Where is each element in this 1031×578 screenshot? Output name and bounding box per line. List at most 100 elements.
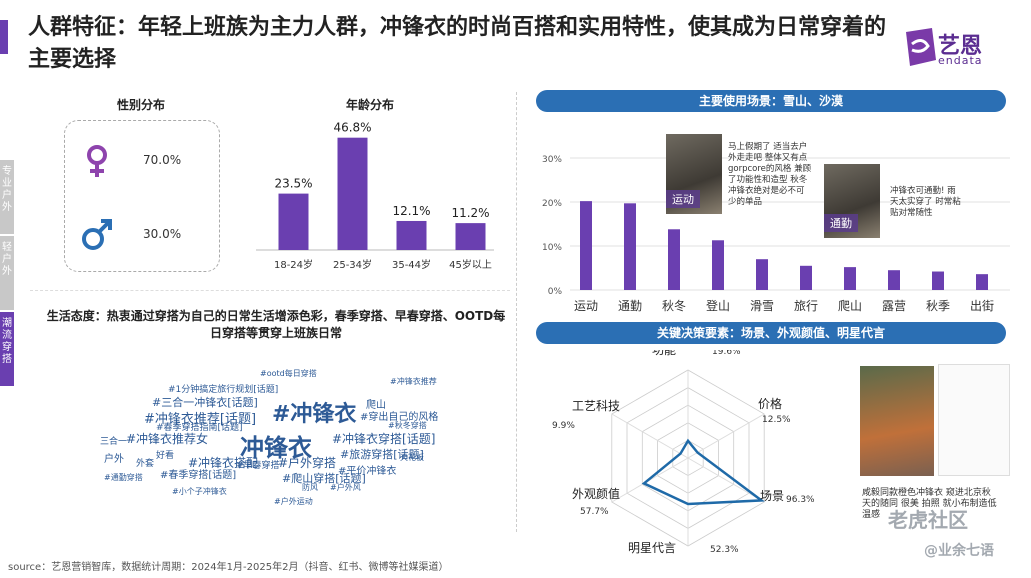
word-cloud-term: #户外穿搭	[278, 456, 337, 470]
scene-bar	[800, 265, 812, 290]
word-cloud-term: #户外运动	[274, 497, 313, 506]
word-cloud-term: #春季穿搭[话题]	[160, 470, 237, 481]
vertical-divider	[516, 92, 517, 532]
gender-female-row: 70.0%	[75, 143, 215, 183]
word-cloud-term: #旅游穿搭[话题]	[340, 448, 424, 461]
age-category-label: 45岁以上	[449, 258, 492, 271]
radar-value-label: 12.5%	[762, 415, 791, 425]
male-icon	[82, 219, 112, 250]
scene-bar	[624, 203, 636, 290]
scene-bar	[888, 270, 900, 290]
scene-y-tick: 30%	[542, 155, 562, 165]
age-category-label: 35-44岁	[392, 258, 431, 271]
word-cloud-term: 三合一	[100, 437, 128, 447]
endata-logo	[906, 28, 936, 66]
photo-sport-note: 马上假期了 适当去户外走走吧 整体又有点gorpcore的风格 兼顾了功能性和造…	[728, 142, 812, 207]
gender-title: 性别分布	[116, 98, 165, 112]
word-cloud-term: #户外风	[330, 483, 361, 492]
photo-commute-note: 冲锋衣可通勤! 雨天太实穿了 时常粘贴对常随性	[890, 186, 961, 218]
logo-subtext: endata	[938, 54, 983, 67]
decision-title-pill: 关键决策要素：场景、外观颜值、明星代言	[536, 322, 1006, 344]
watermark-community: 老虎社区	[888, 508, 968, 532]
radar-spoke	[687, 413, 765, 459]
photo-sport: 运动	[666, 134, 722, 214]
scene-category-label: 旅行	[794, 299, 818, 313]
word-cloud-term: #小个子冲锋衣	[172, 487, 227, 496]
photo-sport-tag: 运动	[666, 190, 700, 208]
word-cloud-term: 防风	[302, 483, 318, 492]
radar-axis-label: 明星代言	[628, 541, 676, 555]
side-tab-light-outdoor[interactable]: 轻户外	[0, 236, 14, 310]
scene-bar	[668, 229, 680, 290]
radar-spoke	[611, 413, 689, 459]
scene-category-label: 通勤	[618, 299, 642, 313]
side-tab-pro-outdoor[interactable]: 专业户外	[0, 160, 14, 234]
word-cloud-term: #早春穿搭	[236, 461, 280, 471]
title-accent-bar	[0, 20, 8, 54]
word-cloud-term: #1分钟搞定旅行规划[话题]	[168, 385, 279, 395]
word-cloud-term: #冲锋衣推荐女	[126, 432, 209, 446]
gender-male-row: 30.0%	[75, 217, 215, 257]
male-percentage: 30.0%	[143, 227, 182, 241]
word-cloud-term: #ootd每日穿搭	[260, 369, 317, 378]
scene-category-label: 露营	[882, 299, 906, 313]
age-category-label: 18-24岁	[274, 258, 313, 271]
age-bar-label: 23.5%	[274, 177, 312, 191]
age-chart-title: 年龄分布	[345, 98, 394, 112]
photo-commute-tag: 通勤	[824, 214, 858, 232]
radar-value-label: 52.3%	[710, 545, 739, 555]
decision-social-post	[938, 364, 1010, 476]
scene-category-label: 出街	[970, 299, 994, 313]
page-title: 人群特征：年轻上班族为主力人群，冲锋衣的时尚百搭和实用特性，使其成为日常穿着的主…	[28, 15, 887, 72]
word-cloud-term: #冲锋衣	[272, 402, 357, 427]
age-bar	[396, 220, 427, 250]
age-bar	[337, 137, 368, 250]
watermark-author: @业余七语	[924, 543, 994, 559]
word-cloud-term: 好看	[156, 451, 175, 461]
side-tabs: 专业户外 轻户外 潮流穿搭	[0, 160, 14, 388]
side-tab-trend[interactable]: 潮流穿搭	[0, 312, 14, 386]
scene-bar	[580, 201, 592, 290]
word-cloud-term: #通勤穿搭	[104, 473, 143, 482]
radar-axis-label: 价格	[758, 396, 782, 411]
attitude-text: 生活态度：热衷通过穿搭为自己的日常生活增添色彩，春季穿搭、早春穿搭、OOTD每日…	[46, 309, 506, 340]
photo-commute: 通勤	[824, 164, 880, 238]
word-cloud-term: #冲锋衣推荐[话题]	[144, 412, 257, 427]
decision-photo	[860, 366, 934, 476]
scene-category-label: 爬山	[838, 299, 862, 313]
word-cloud-term: #冲锋衣推荐	[390, 377, 437, 386]
radar-value-label: 19.6%	[712, 350, 741, 357]
scene-category-label: 秋季	[926, 299, 950, 313]
scene-bar	[844, 267, 856, 290]
radar-value-label: 96.3%	[786, 495, 815, 505]
word-cloud-term: 天花板	[400, 453, 424, 462]
word-cloud: #冲锋衣 冲锋衣 #冲锋衣推荐[话题] #三合一冲锋衣[话题] #冲锋衣推荐女 #冲锋衣穿…	[60, 356, 520, 526]
scene-category-label: 滑雪	[750, 299, 774, 313]
source-footer: source：艺恩营销智库，数据统计周期：2024年1月-2025年2月（抖音、…	[8, 562, 449, 573]
age-bar-label: 46.8%	[333, 121, 371, 135]
radar-series	[641, 438, 765, 506]
age-bar	[278, 193, 309, 250]
radar-value-label: 57.7%	[580, 507, 609, 517]
scene-bar	[712, 240, 724, 290]
word-cloud-term: #爬山穿搭[话题]	[282, 472, 366, 485]
scene-bar	[756, 259, 768, 290]
decision-photo-note: 咸毅同款橙色冲锋衣 窥进北京秋天的随同 很美 拍照 就小布制造低温感	[862, 488, 997, 520]
word-cloud-term: 冲锋衣	[240, 434, 312, 462]
age-bar-label: 11.2%	[451, 206, 489, 220]
scene-bar	[932, 271, 944, 290]
scenes-title-pill: 主要使用场景：雪山、沙漠	[536, 90, 1006, 112]
logo-text: 艺恩	[938, 34, 983, 59]
age-bar-label: 12.1%	[392, 204, 430, 218]
decision-photo-group	[860, 364, 1010, 476]
word-cloud-term: #冲锋衣穿搭[话题]	[332, 432, 436, 446]
female-icon	[87, 145, 107, 177]
radar-axis-label: 外观颜值	[572, 486, 620, 501]
scene-category-label: 运动	[574, 299, 598, 313]
scene-bar	[976, 274, 988, 290]
radar-axis-label: 场景	[760, 489, 784, 503]
radar-axis-label: 工艺科技	[572, 399, 620, 413]
gender-panel: 70.0% 30.0%	[64, 120, 220, 272]
age-bar	[455, 223, 486, 250]
word-cloud-term: #平价冲锋衣	[338, 466, 397, 477]
